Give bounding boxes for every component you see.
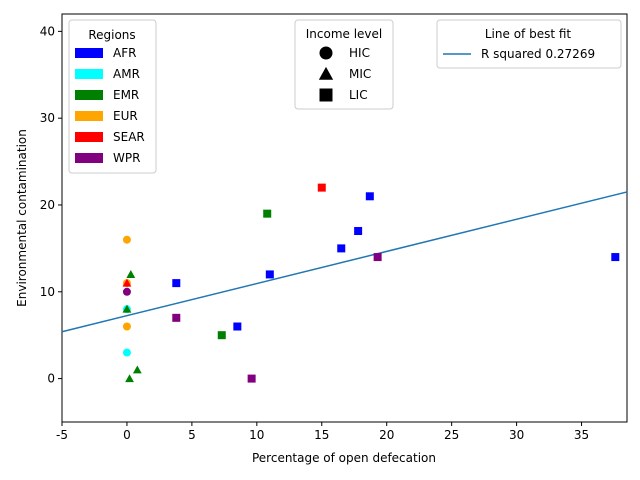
data-point [263, 209, 272, 218]
data-point [611, 253, 620, 262]
data-point [132, 365, 142, 374]
y-axis-label: Environmental contamination [15, 129, 29, 307]
x-tick-label: 15 [314, 428, 329, 442]
region-legend-label: WPR [113, 151, 140, 165]
y-tick-label: 20 [40, 198, 55, 212]
region-swatch [75, 111, 103, 121]
x-tick-label: 0 [123, 428, 131, 442]
data-point [172, 313, 181, 322]
points-layer [122, 183, 620, 383]
region-swatch [75, 69, 103, 79]
regions-legend-entries: AFR AMR EMR EUR SEAR WPR [75, 46, 145, 165]
income-legend-label: LIC [349, 88, 368, 102]
x-tick-label: 10 [249, 428, 264, 442]
income-legend: Income level HIC MIC LIC [294, 19, 394, 110]
data-point [265, 270, 274, 279]
region-legend-label: AMR [113, 67, 140, 81]
region-swatch [75, 153, 103, 163]
region-legend-label: EMR [113, 88, 139, 102]
fit-legend-box [436, 19, 622, 69]
x-tick-label: -5 [56, 428, 68, 442]
data-point [373, 253, 382, 262]
x-tick-label: 35 [574, 428, 589, 442]
data-point [233, 322, 242, 331]
income-marker-swatch [319, 46, 333, 60]
fit-line-layer [61, 191, 628, 333]
income-legend-entries: HIC MIC LIC [318, 46, 371, 102]
income-legend-label: MIC [349, 67, 371, 81]
region-legend-label: SEAR [113, 130, 145, 144]
data-point [247, 374, 256, 383]
region-legend-label: AFR [113, 46, 136, 60]
region-swatch [75, 132, 103, 142]
data-point [125, 374, 134, 383]
x-tick-label: 25 [444, 428, 459, 442]
income-legend-label: HIC [349, 46, 370, 60]
x-tick-label: 30 [509, 428, 524, 442]
data-point [126, 270, 136, 278]
data-point [122, 278, 132, 287]
income-legend-title: Income level [306, 27, 383, 41]
data-point [122, 322, 131, 331]
data-point [122, 287, 131, 296]
region-swatch [75, 90, 103, 100]
data-point [122, 348, 131, 357]
data-point [317, 183, 326, 192]
data-point [354, 227, 363, 236]
income-marker-swatch [318, 66, 334, 80]
y-tick-label: 0 [47, 372, 55, 386]
y-tick-label: 40 [40, 24, 55, 38]
data-point [365, 192, 374, 201]
regions-legend-title: Regions [88, 28, 135, 42]
region-swatch [75, 48, 103, 58]
y-tick-label: 10 [40, 285, 55, 299]
data-point [217, 331, 226, 340]
data-point [337, 244, 346, 253]
region-legend-label: EUR [113, 109, 138, 123]
x-axis-label: Percentage of open defecation [252, 451, 436, 465]
x-tick-label: 5 [188, 428, 196, 442]
x-tick-label: 20 [379, 428, 394, 442]
axes-layer: -5 0 5 10 15 20 25 30 35 0 10 20 30 40 [40, 24, 589, 442]
income-marker-swatch [319, 88, 333, 102]
fit-legend-title: Line of best fit [485, 27, 572, 41]
fit-legend-label: R squared 0.27269 [481, 47, 595, 61]
income-legend-box [294, 19, 394, 110]
fit-legend: Line of best fit R squared 0.27269 [436, 19, 622, 69]
data-point [172, 279, 181, 288]
best-fit-line [61, 191, 628, 333]
y-tick-label: 30 [40, 111, 55, 125]
data-point [122, 304, 132, 313]
data-point [122, 235, 131, 244]
regions-legend: Regions AFR AMR EMR EUR SEAR WPR [68, 19, 157, 174]
